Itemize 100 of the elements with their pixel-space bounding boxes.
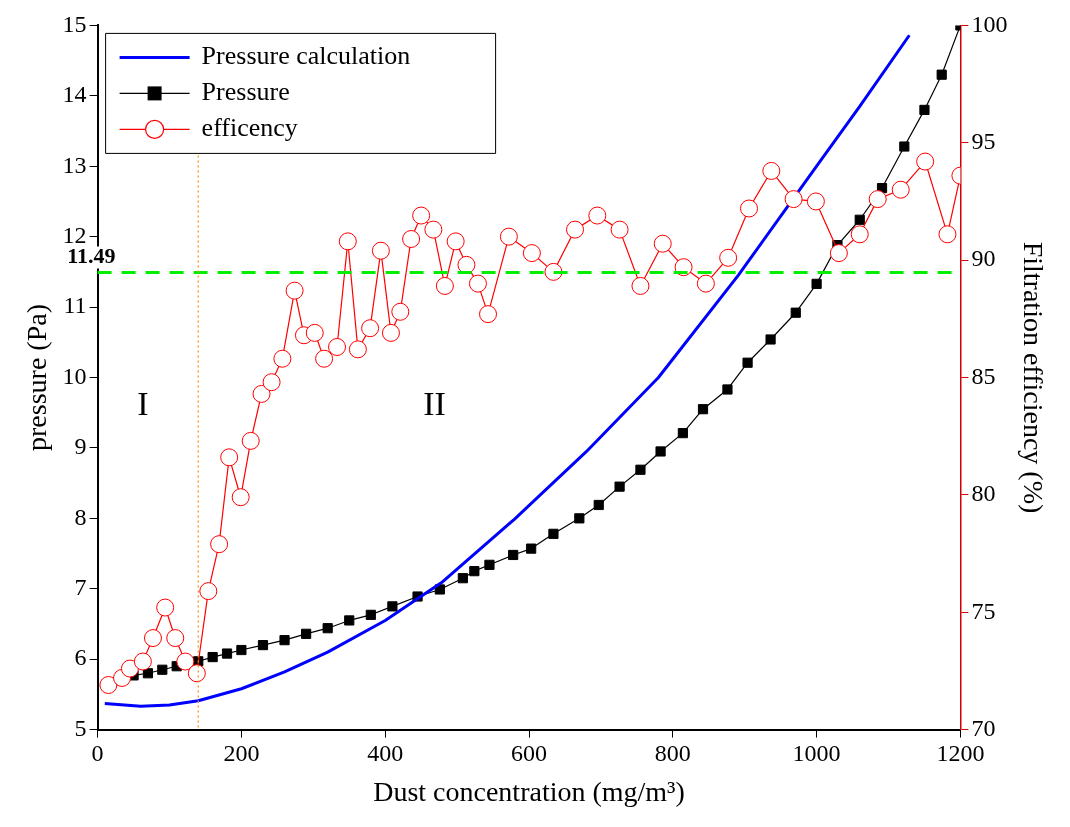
point xyxy=(301,628,312,639)
point xyxy=(677,428,688,439)
y2-tick-label: 70 xyxy=(971,714,996,741)
point xyxy=(854,214,865,225)
point xyxy=(156,598,175,617)
y-tick-label: 9 xyxy=(74,433,87,460)
point xyxy=(469,566,480,577)
point xyxy=(631,276,650,295)
y2-tick-label: 75 xyxy=(971,597,996,624)
ref-line-label: 11.49 xyxy=(67,243,116,269)
point xyxy=(526,543,537,554)
y-tick-label: 13 xyxy=(62,151,87,178)
point xyxy=(236,644,247,656)
y-tick-label: 8 xyxy=(74,503,87,530)
point xyxy=(722,384,733,395)
point xyxy=(241,431,260,450)
y-tick-label: 6 xyxy=(74,644,87,671)
point xyxy=(811,278,822,289)
x-tick-label: 800 xyxy=(654,740,691,767)
point xyxy=(868,190,887,209)
point xyxy=(479,305,498,324)
point xyxy=(434,584,445,595)
point xyxy=(936,69,947,80)
point xyxy=(402,230,421,249)
point xyxy=(697,404,709,415)
point xyxy=(387,601,398,612)
point xyxy=(784,190,803,209)
point xyxy=(719,248,738,267)
point xyxy=(157,664,168,675)
x-tick-label: 1000 xyxy=(792,740,841,767)
point xyxy=(133,652,152,671)
point xyxy=(740,199,759,218)
point xyxy=(285,281,304,300)
point xyxy=(435,276,454,295)
point xyxy=(762,161,781,180)
point xyxy=(499,227,518,246)
point xyxy=(315,349,334,368)
point xyxy=(176,652,195,671)
point xyxy=(361,319,380,338)
point xyxy=(344,615,355,626)
point xyxy=(412,206,431,225)
x-tick-label: 1200 xyxy=(936,740,985,767)
point xyxy=(919,104,930,115)
point xyxy=(574,513,585,524)
point xyxy=(120,659,139,678)
point xyxy=(938,225,957,244)
point xyxy=(829,244,848,263)
y2-tick-label: 85 xyxy=(971,362,996,389)
point xyxy=(655,446,666,457)
x-axis-title: Dust concentration (mg/m³) xyxy=(373,775,685,807)
point xyxy=(610,220,629,239)
y-axis-title: pressure (Pa) xyxy=(21,304,53,451)
point xyxy=(508,549,519,561)
point xyxy=(257,640,269,651)
legend-label: Pressure xyxy=(201,77,290,107)
point xyxy=(696,274,715,293)
point xyxy=(806,192,825,211)
point xyxy=(850,225,869,244)
legend-label: Pressure calculation xyxy=(201,41,411,71)
point xyxy=(99,676,118,694)
y2-tick-label: 100 xyxy=(971,10,1008,37)
point xyxy=(891,180,910,199)
point xyxy=(305,323,324,342)
annotation: I xyxy=(137,384,149,422)
point xyxy=(593,499,604,511)
y-tick-label: 14 xyxy=(62,81,87,108)
point xyxy=(187,664,206,683)
point xyxy=(742,357,753,368)
point xyxy=(207,651,218,663)
y-tick-label: 10 xyxy=(62,362,87,389)
point xyxy=(588,206,607,225)
point xyxy=(322,623,333,634)
x-tick-label: 400 xyxy=(367,740,404,767)
point xyxy=(220,448,239,467)
point xyxy=(231,488,250,507)
point xyxy=(614,481,625,492)
point xyxy=(468,274,487,293)
point xyxy=(371,241,390,260)
point xyxy=(365,609,376,620)
point xyxy=(143,629,162,648)
point xyxy=(790,307,801,318)
point xyxy=(166,629,185,648)
point xyxy=(548,528,559,539)
y-tick-label: 15 xyxy=(62,10,87,37)
legend-label: efficency xyxy=(201,113,298,143)
point xyxy=(279,635,290,646)
point xyxy=(457,573,468,584)
point xyxy=(566,220,585,239)
point xyxy=(199,582,218,601)
point xyxy=(391,302,410,321)
point xyxy=(262,373,281,392)
point xyxy=(221,648,233,659)
annotation: II xyxy=(423,384,446,422)
point xyxy=(348,340,367,359)
y-tick-label: 11 xyxy=(63,292,87,319)
y-tick-label: 5 xyxy=(74,714,87,741)
point xyxy=(424,220,443,239)
y-tick-label: 7 xyxy=(74,574,87,601)
y2-tick-label: 90 xyxy=(971,245,996,272)
point xyxy=(653,234,672,253)
